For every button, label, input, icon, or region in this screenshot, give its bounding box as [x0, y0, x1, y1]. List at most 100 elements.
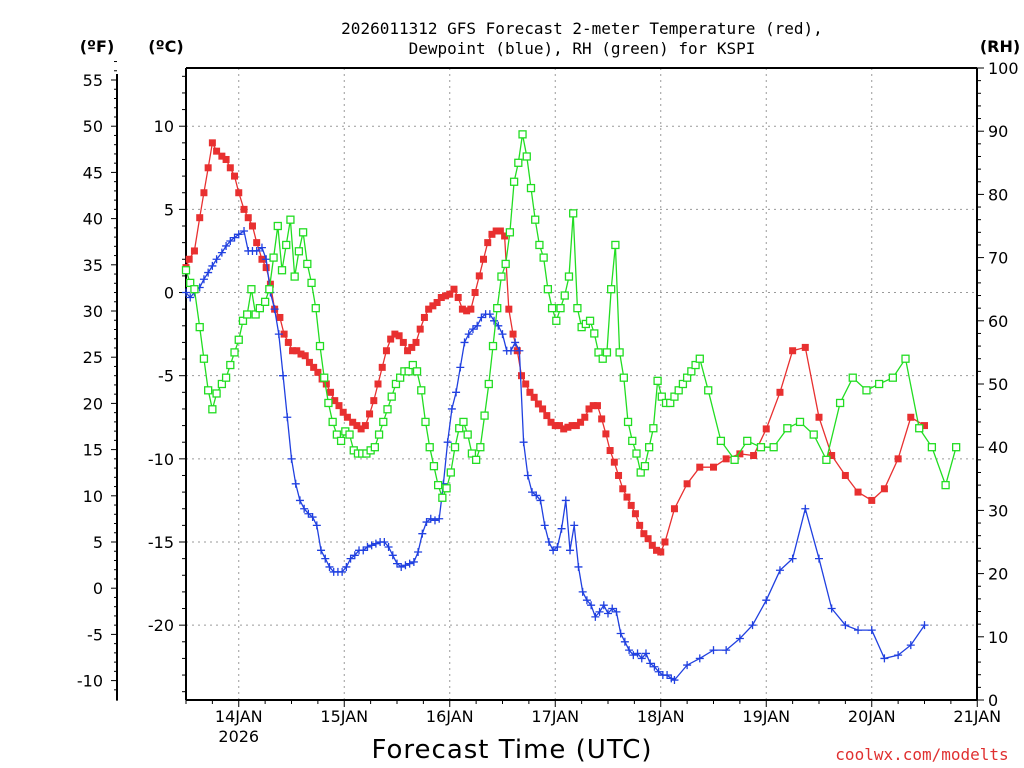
temp-point-81 — [530, 393, 538, 401]
rh-point-134 — [862, 386, 871, 395]
temp-point-56 — [425, 305, 433, 313]
series-2 — [181, 130, 961, 502]
dewpoint-point-84 — [540, 521, 549, 530]
dewpoint-point-116 — [683, 661, 692, 670]
dewpoint-point-68 — [473, 321, 482, 330]
rh-point-74 — [497, 272, 506, 281]
c-tick-label-6: -20 — [148, 616, 174, 635]
temp-point-32 — [322, 380, 330, 388]
rh-point-125 — [743, 436, 752, 446]
rh-axis-label: (RH) — [980, 37, 1020, 56]
grid-lines — [186, 68, 977, 700]
temp-point-51 — [404, 347, 412, 355]
rh-tick-label-10: 0 — [988, 691, 998, 710]
dewpoint-point-115 — [670, 676, 679, 685]
rh-point-73 — [493, 304, 502, 313]
dewpoint-point-118 — [709, 646, 718, 655]
rh-point-59 — [433, 480, 443, 490]
temp-point-88 — [560, 425, 568, 433]
rh-point-72 — [488, 341, 498, 351]
rh-point-28 — [303, 259, 312, 269]
credit-text: coolwx.com/modelts — [835, 745, 1008, 764]
temp-point-9 — [222, 155, 230, 163]
temp-point-21 — [276, 313, 284, 321]
rh-point-116 — [674, 386, 683, 395]
temp-point-99 — [606, 447, 614, 455]
dewpoint-point-133 — [906, 641, 915, 650]
rh-point-4 — [199, 354, 209, 363]
temp-point-84 — [543, 412, 551, 420]
f-tick-label-7: 20 — [83, 394, 103, 413]
temp-point-70 — [484, 239, 492, 247]
rh-point-46 — [379, 417, 388, 427]
temp-point-106 — [636, 521, 644, 529]
rh-point-120 — [691, 360, 700, 370]
rh-point-119 — [687, 367, 696, 376]
dewpoint-point-132 — [894, 651, 903, 660]
rh-point-133 — [848, 373, 857, 382]
dewpoint-point-61 — [443, 438, 452, 447]
rh-point-103 — [619, 373, 628, 382]
x-tick-label-7: 21JAN — [953, 707, 1001, 726]
dewpoint-point-77 — [511, 338, 520, 347]
dewpoint-point-54 — [414, 547, 423, 556]
temp-point-93 — [581, 413, 589, 421]
dewpoint-point-101 — [612, 607, 621, 616]
temp-point-53 — [412, 338, 420, 346]
rh-point-69 — [476, 443, 485, 452]
rh-point-128 — [783, 424, 792, 433]
dewpoint-point-17 — [257, 243, 266, 252]
temp-point-15 — [248, 222, 256, 230]
temp-point-123 — [801, 343, 809, 351]
dewpoint-point-29 — [308, 513, 317, 522]
temp-point-108 — [644, 535, 652, 543]
dewpoint-point-5 — [204, 268, 213, 277]
dewpoint-point-18 — [262, 255, 271, 264]
temp-point-122 — [789, 347, 797, 355]
temp-point-1 — [185, 255, 193, 263]
rh-point-29 — [307, 278, 316, 288]
rh-point-22 — [277, 266, 287, 275]
rh-point-108 — [640, 462, 650, 471]
temp-point-37 — [343, 413, 351, 421]
temp-point-38 — [349, 418, 357, 426]
temp-point-39 — [353, 422, 361, 430]
dewpoint-point-10 — [226, 236, 235, 245]
dewpoint-point-62 — [447, 404, 456, 413]
dewpoint-point-52 — [405, 559, 414, 568]
dewpoint-point-82 — [532, 491, 541, 500]
dewpoint-point-46 — [380, 538, 389, 546]
dewpoint-point-113 — [663, 671, 672, 680]
dewpoint-point-121 — [748, 621, 757, 630]
rh-point-55 — [417, 386, 426, 395]
f-tick-label-12: -5 — [87, 625, 103, 644]
rh-point-48 — [387, 392, 396, 401]
temp-point-76 — [509, 330, 517, 338]
temp-point-7 — [213, 147, 221, 155]
dewpoint-point-7 — [212, 255, 221, 264]
dewpoint-point-127 — [827, 604, 836, 613]
rh-point-32 — [320, 373, 329, 382]
temp-point-96 — [593, 402, 601, 410]
rh-tick-label-6: 40 — [988, 438, 1008, 457]
dewpoint-point-67 — [468, 325, 477, 334]
dewpoint-point-107 — [637, 654, 646, 663]
dewpoint-point-93 — [578, 587, 587, 596]
rh-point-0 — [181, 266, 191, 275]
dewpoint-point-28 — [304, 509, 313, 518]
dewpoint-point-9 — [222, 241, 231, 250]
dewpoint-point-74 — [498, 330, 507, 339]
temp-point-12 — [235, 189, 243, 197]
temp-point-125 — [828, 452, 836, 460]
rh-point-76 — [505, 228, 515, 237]
rh-point-109 — [644, 443, 654, 452]
rh-point-50 — [396, 373, 405, 382]
rh-point-112 — [657, 392, 666, 401]
temp-point-54 — [416, 325, 424, 333]
rh-point-137 — [901, 354, 910, 363]
rh-point-33 — [324, 398, 333, 408]
dewpoint-point-27 — [300, 504, 309, 513]
temp-point-46 — [382, 347, 390, 355]
temp-point-80 — [526, 388, 534, 396]
temp-point-74 — [501, 232, 509, 240]
